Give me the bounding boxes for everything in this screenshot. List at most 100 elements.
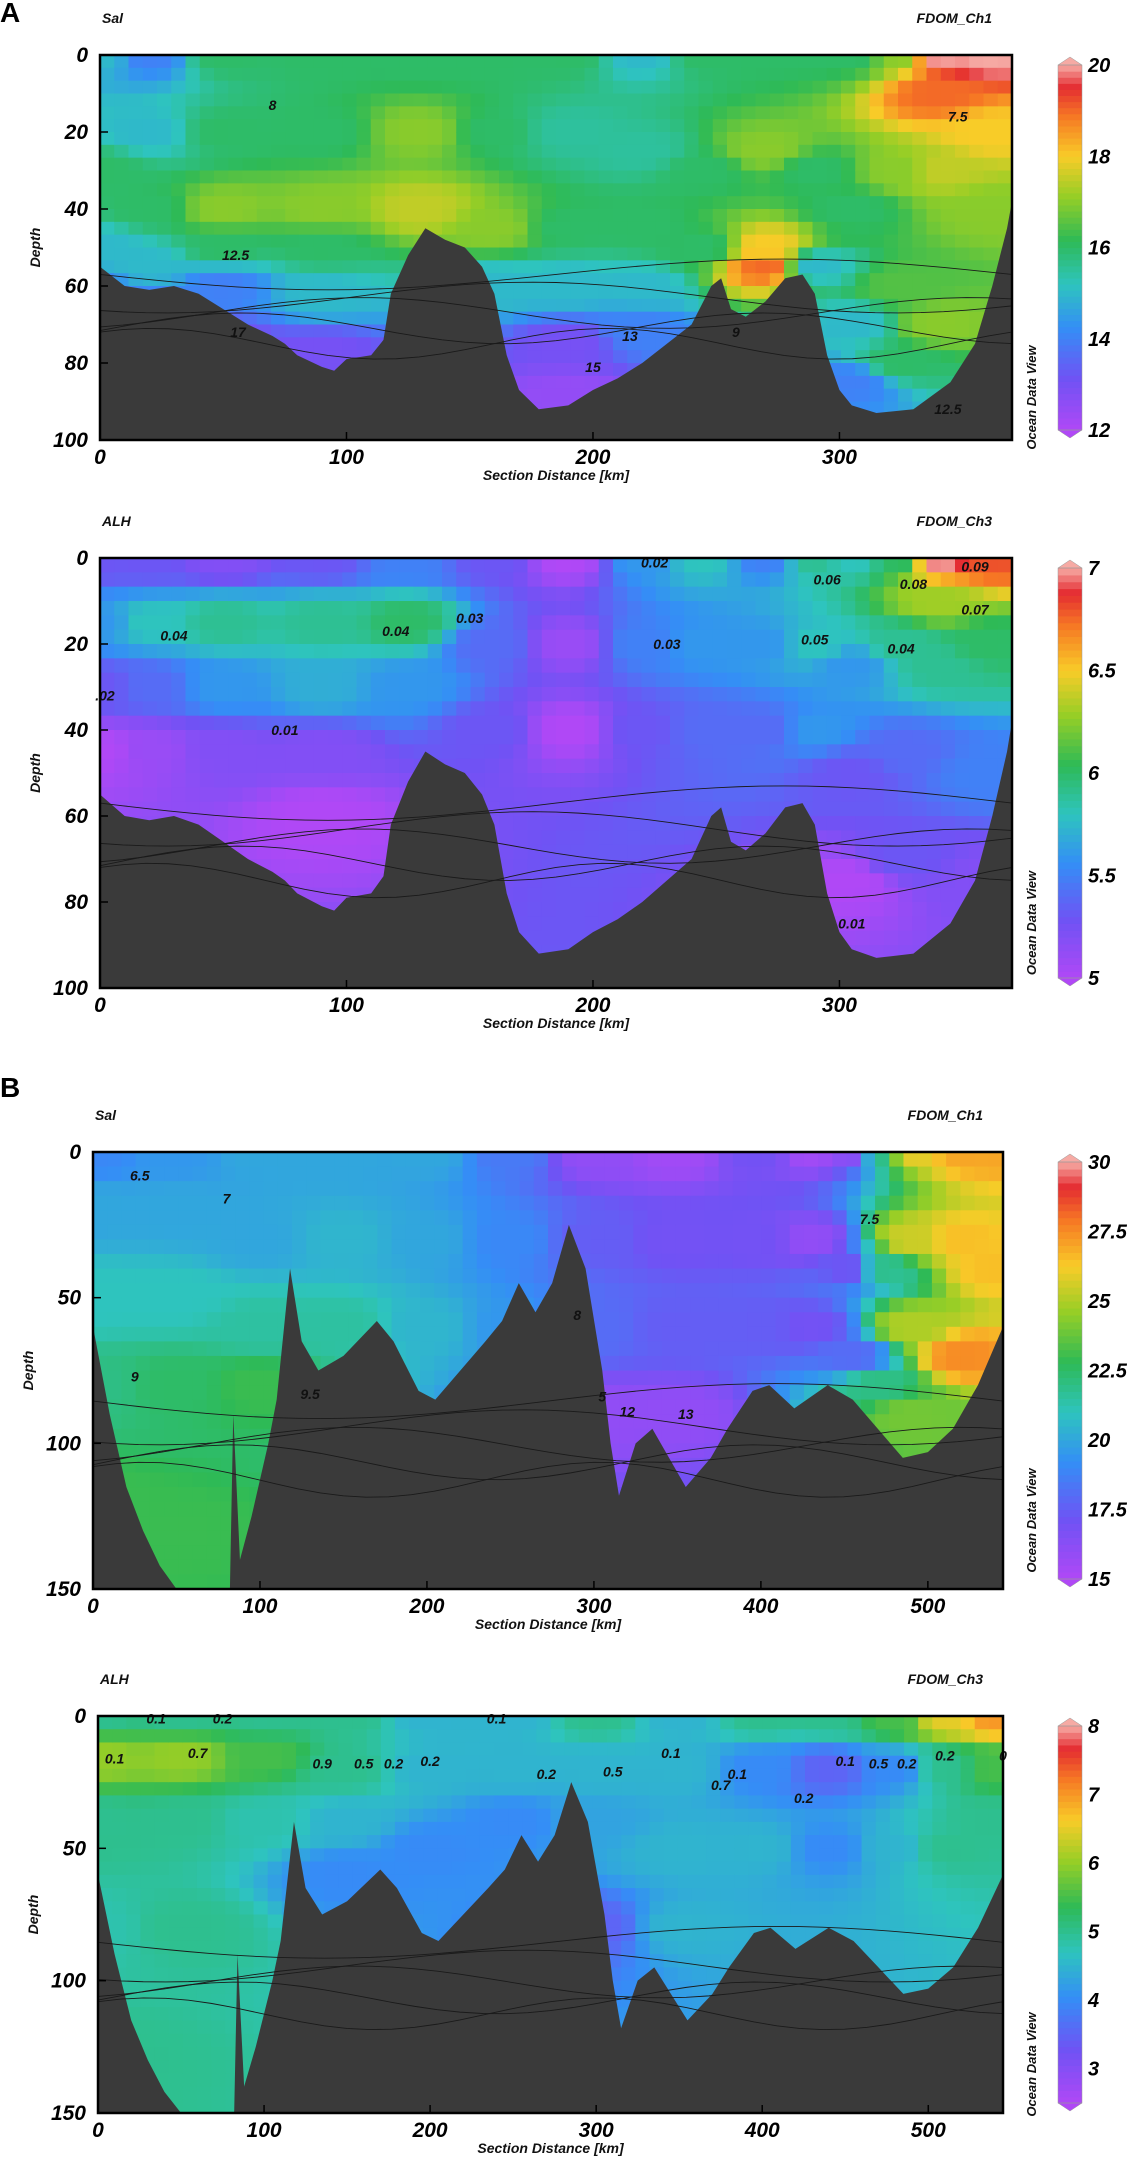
heat-cell [598, 80, 614, 95]
heat-cell [513, 744, 529, 760]
heat-cell [869, 873, 885, 889]
heat-cell [627, 93, 643, 107]
heat-cell [385, 93, 400, 107]
colorbar-step [1058, 759, 1082, 767]
heat-cell [328, 615, 343, 631]
heat-cell [741, 615, 757, 631]
heat-cell [898, 586, 913, 602]
heat-cell [420, 1195, 435, 1211]
heat-cell [556, 337, 571, 351]
heat-cell [285, 715, 301, 731]
heat-cell [997, 144, 1012, 159]
colorbar-tick-label: 5 [1088, 968, 1100, 990]
heat-cell [242, 234, 258, 249]
heat-cell [192, 1341, 208, 1357]
heat-cell [698, 196, 714, 210]
heat-cell [206, 1268, 222, 1284]
heat-cell [100, 773, 115, 788]
heat-cell [128, 787, 144, 803]
heat-cell [912, 558, 928, 573]
heat-cell [855, 260, 871, 274]
heat-cell [313, 687, 329, 702]
heat-cell [356, 106, 372, 120]
heat-cell [377, 1152, 393, 1168]
heat-cell [399, 687, 415, 702]
heat-cell [171, 572, 187, 588]
heat-cell [228, 67, 244, 82]
colorbar-tick-label: 7 [1088, 558, 1100, 580]
colorbar-step [1058, 704, 1082, 713]
heat-cell [570, 183, 586, 197]
heat-cell [826, 801, 842, 817]
heat-cell [912, 687, 928, 702]
heat-cell [149, 1268, 165, 1284]
heat-cell [171, 601, 187, 616]
heat-cell [769, 572, 785, 588]
heat-cell [214, 234, 229, 249]
heat-cell [363, 1210, 378, 1226]
colorbar-step [1058, 125, 1082, 133]
heat-cell [271, 773, 286, 788]
heat-cell [869, 132, 885, 146]
heat-cell [912, 67, 928, 82]
heat-cell [348, 1312, 364, 1328]
heat-cell [570, 916, 586, 932]
heat-cell [285, 586, 301, 602]
heat-cell [940, 601, 956, 616]
heat-cell [798, 55, 814, 69]
heat-cell [377, 1166, 393, 1182]
heat-cell [164, 1385, 179, 1401]
heat-cell [712, 644, 728, 659]
heat-cell [855, 672, 871, 688]
heat-cell [584, 337, 600, 351]
heat-cell [912, 816, 928, 831]
contour-line [100, 312, 1012, 345]
heat-cell [541, 830, 557, 846]
heat-cell [342, 324, 358, 338]
heat-cell [712, 601, 728, 616]
heat-cell [285, 744, 301, 760]
heat-cell [798, 132, 814, 146]
heat-cell [769, 260, 785, 274]
heat-cell [299, 324, 315, 338]
heat-cell [841, 830, 856, 846]
heat-cell [484, 67, 500, 82]
heat-cell [541, 363, 557, 377]
heat-cell [484, 93, 500, 107]
heat-cell [271, 758, 286, 774]
heat-cell [285, 55, 301, 69]
heat-cell [684, 170, 700, 184]
heat-cell [427, 119, 443, 133]
heat-cell [214, 144, 229, 159]
heat-cell [912, 730, 928, 745]
heat-cell [484, 758, 500, 774]
heat-cell [983, 744, 999, 760]
heat-cell [598, 615, 614, 631]
heat-cell [484, 247, 500, 261]
heat-cell [256, 558, 272, 573]
heat-cell [955, 787, 970, 803]
heat-cell [570, 873, 586, 889]
heat-cell [271, 844, 286, 860]
heat-cell [898, 324, 913, 338]
heat-cell [220, 1152, 236, 1168]
heat-cell [356, 773, 372, 788]
heat-cell [655, 119, 671, 133]
heat-cell [570, 902, 586, 917]
heat-cell [370, 55, 386, 69]
heat-cell [955, 80, 970, 95]
heat-cell [256, 816, 272, 831]
heat-cell [855, 859, 871, 874]
heat-cell [841, 350, 856, 364]
heat-cell [883, 558, 899, 573]
heat-cell [292, 1181, 307, 1197]
heat-cell [983, 658, 999, 674]
heat-cell [598, 658, 614, 674]
heat-cell [242, 787, 258, 803]
heat-cell [228, 701, 244, 717]
heat-cell [627, 887, 643, 903]
heat-cell [178, 1181, 194, 1197]
heat-cell [420, 1239, 435, 1255]
heat-cell [556, 132, 571, 146]
heat-cell [898, 106, 913, 120]
